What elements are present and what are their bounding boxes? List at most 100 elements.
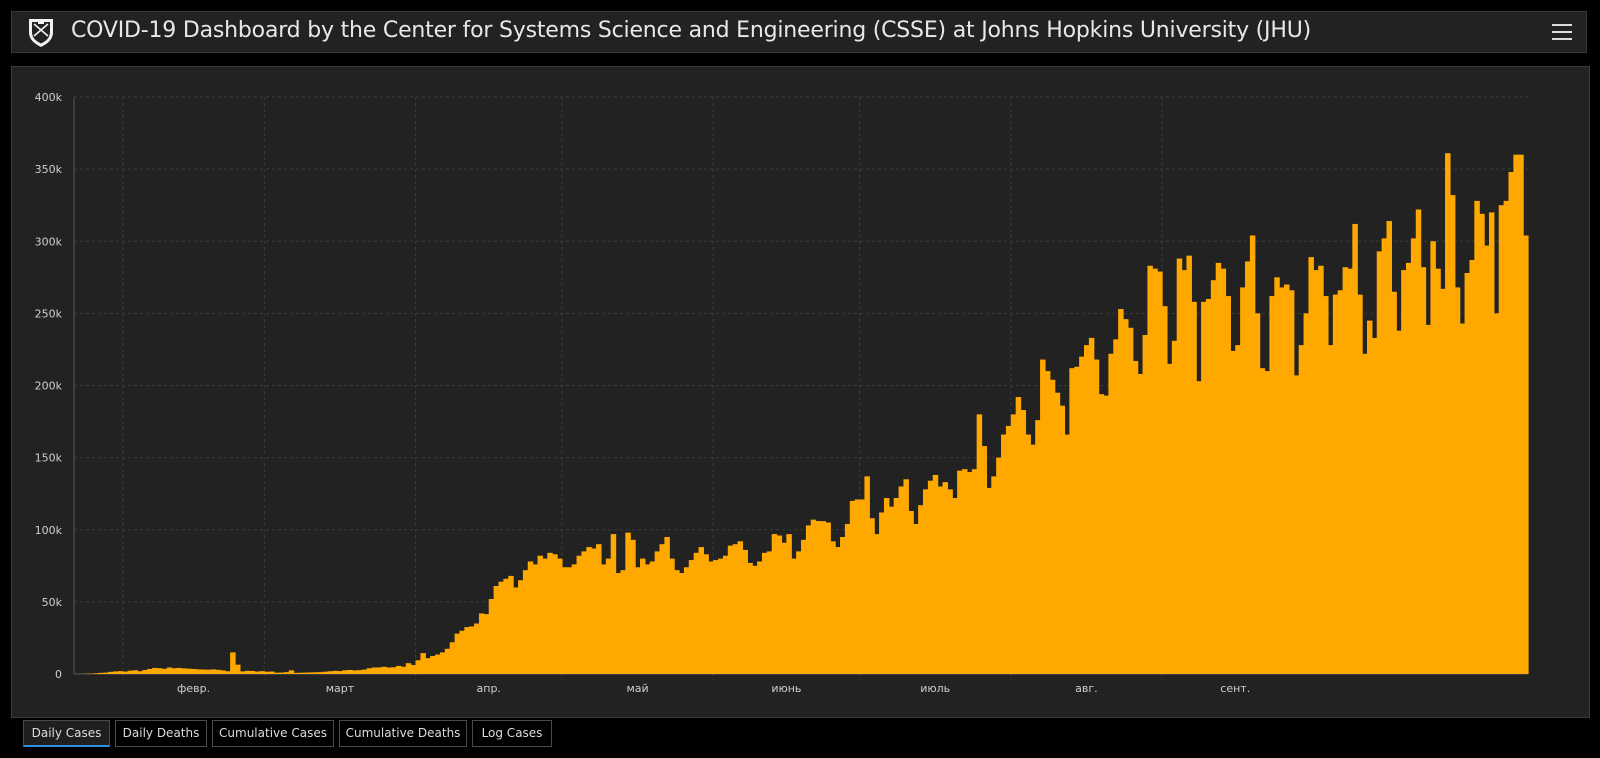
bar xyxy=(1425,324,1432,674)
bar xyxy=(557,558,563,674)
bar xyxy=(971,469,978,674)
tab-daily-cases[interactable]: Daily Cases xyxy=(23,720,110,747)
bar xyxy=(737,541,744,674)
bar xyxy=(176,667,182,674)
bar xyxy=(1293,375,1300,674)
bar xyxy=(464,627,470,674)
bar xyxy=(620,570,626,674)
bar xyxy=(952,498,958,674)
bar xyxy=(703,554,709,674)
bar xyxy=(1269,296,1275,674)
bar xyxy=(1484,245,1490,674)
bar xyxy=(508,575,514,674)
bar xyxy=(605,558,612,674)
y-tick-label: 50k xyxy=(42,596,63,609)
bar xyxy=(815,521,822,674)
tab-daily-deaths[interactable]: Daily Deaths xyxy=(115,720,207,747)
bar xyxy=(171,668,178,674)
bar xyxy=(996,457,1002,674)
chart-panel: 0 50k 100k 150k 200k 250k 300k 350k 400k февр. мар… xyxy=(11,66,1590,718)
grid-lines xyxy=(74,96,1528,680)
bar xyxy=(1435,268,1441,674)
bar xyxy=(293,672,300,674)
bar xyxy=(1201,301,1207,674)
tab-log-cases[interactable]: Log Cases xyxy=(472,720,552,747)
bar xyxy=(791,558,797,674)
bar xyxy=(1181,270,1188,674)
bar xyxy=(459,630,465,674)
bar xyxy=(1069,368,1075,674)
bar xyxy=(342,670,348,674)
bar xyxy=(454,633,461,674)
bar xyxy=(610,534,617,674)
bar xyxy=(552,554,558,674)
bar xyxy=(1230,350,1236,674)
bar xyxy=(488,598,495,674)
bar xyxy=(1366,320,1373,674)
bar xyxy=(303,672,309,674)
bar xyxy=(239,671,246,674)
bar xyxy=(1171,340,1178,674)
bar xyxy=(625,532,631,674)
bar xyxy=(727,545,734,674)
x-tick-label: авг. xyxy=(1075,682,1098,695)
bar xyxy=(439,652,446,674)
bar xyxy=(547,552,553,674)
bar xyxy=(200,669,207,674)
tab-cumulative-deaths[interactable]: Cumulative Deaths xyxy=(339,720,467,747)
bar xyxy=(913,523,919,674)
bar xyxy=(1440,288,1446,674)
bar xyxy=(1079,356,1085,674)
bar xyxy=(840,536,846,674)
bar xyxy=(117,671,124,674)
bar xyxy=(805,525,812,674)
tab-cumulative-cases[interactable]: Cumulative Cases xyxy=(212,720,334,747)
bar xyxy=(927,480,934,674)
bar xyxy=(781,542,787,674)
bar xyxy=(430,655,436,674)
bar xyxy=(1074,366,1080,674)
y-tick-label: 350k xyxy=(35,163,63,176)
bar xyxy=(186,668,192,674)
bar xyxy=(1298,345,1305,674)
bar xyxy=(1464,272,1471,674)
x-tick-label: февр. xyxy=(177,682,210,695)
bar xyxy=(742,549,748,674)
bar xyxy=(693,552,700,674)
bar xyxy=(888,506,895,674)
bar xyxy=(352,670,358,674)
bar xyxy=(1083,345,1090,674)
bar xyxy=(1064,434,1070,674)
bar xyxy=(1337,290,1344,674)
bar xyxy=(1327,345,1334,674)
bar xyxy=(600,564,607,674)
hamburger-menu-icon[interactable] xyxy=(1552,22,1574,42)
bar xyxy=(654,551,661,674)
bar xyxy=(698,547,705,674)
bar xyxy=(235,664,241,674)
bar xyxy=(1430,241,1436,674)
bar xyxy=(1118,309,1124,674)
bar xyxy=(893,498,900,674)
bar xyxy=(98,672,104,674)
bar xyxy=(664,536,670,674)
bar xyxy=(801,539,807,674)
bar xyxy=(1386,221,1392,674)
bar xyxy=(942,482,948,674)
bar xyxy=(366,668,373,674)
bar xyxy=(522,570,529,674)
bar xyxy=(308,672,314,674)
bar xyxy=(259,671,265,674)
bar xyxy=(493,586,500,674)
bar xyxy=(1479,213,1485,674)
bar xyxy=(1132,360,1139,674)
bar xyxy=(254,671,261,674)
bar xyxy=(108,671,114,674)
bar xyxy=(1035,420,1041,674)
bar xyxy=(313,672,319,674)
bar xyxy=(210,669,217,674)
bar xyxy=(766,551,773,674)
bar xyxy=(1259,368,1266,674)
bar xyxy=(752,565,758,674)
bar xyxy=(796,551,802,674)
